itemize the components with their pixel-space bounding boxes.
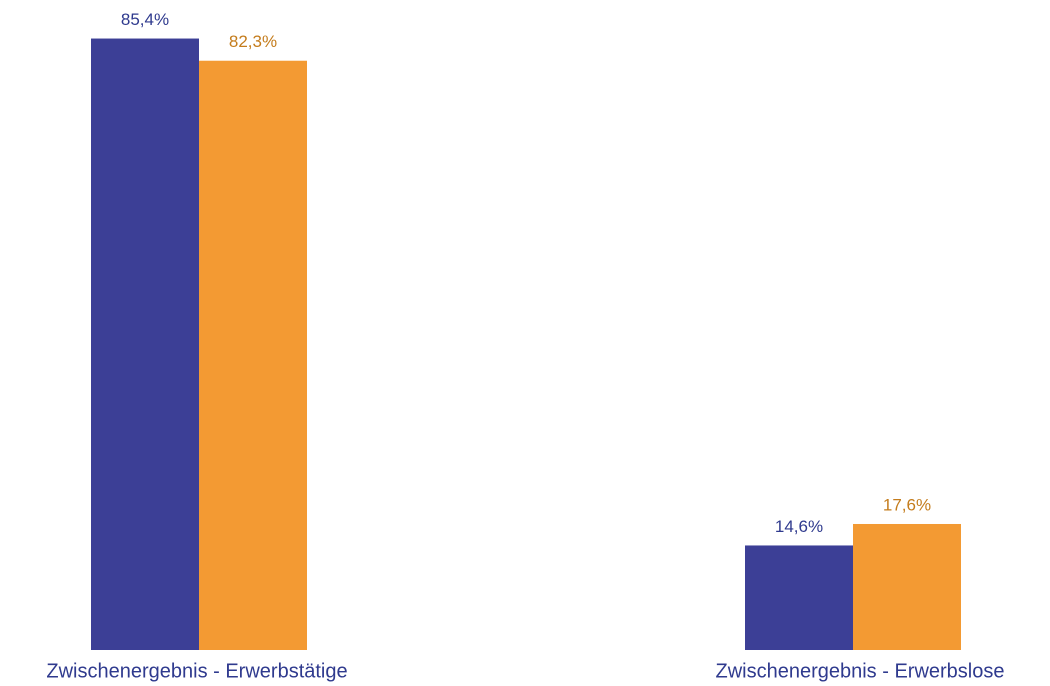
x-tick-label: Zwischenergebnis - Erwerbstätige <box>46 660 347 682</box>
value-label: 85,4% <box>121 10 169 29</box>
value-label: 17,6% <box>883 495 931 514</box>
value-label-background <box>759 512 839 543</box>
x-tick-label: Zwischenergebnis - Erwerbslose <box>715 660 1004 682</box>
bar <box>853 523 961 650</box>
bar <box>199 60 307 651</box>
value-label: 14,6% <box>775 517 823 536</box>
value-label: 82,3% <box>229 32 277 51</box>
bar <box>745 545 853 650</box>
bar <box>91 38 199 650</box>
value-label-background <box>867 490 947 521</box>
value-label-background <box>105 5 185 36</box>
value-label-background <box>213 27 293 58</box>
